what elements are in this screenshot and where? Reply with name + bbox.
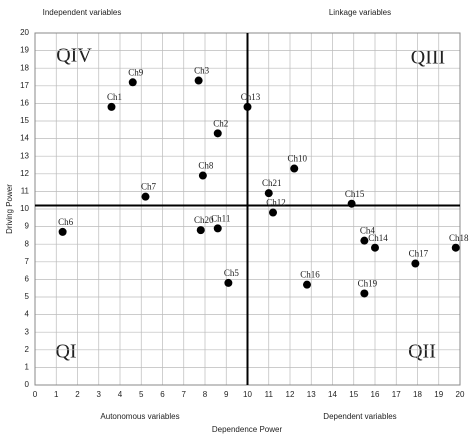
- y-tick-label: 4: [25, 310, 30, 319]
- point: [243, 102, 252, 111]
- point-label: Ch13: [241, 92, 261, 102]
- point-label: Ch20: [194, 215, 214, 225]
- x-tick-label: 4: [118, 390, 123, 399]
- point-label: Ch19: [358, 279, 378, 289]
- point: [303, 280, 311, 289]
- x-axis-label: Dependence Power: [212, 425, 283, 434]
- point-label: Ch4: [360, 226, 376, 236]
- point: [290, 164, 299, 173]
- point: [196, 226, 205, 235]
- y-tick-label: 10: [20, 204, 29, 213]
- x-tick-label: 5: [139, 390, 144, 399]
- point-label: Ch7: [141, 182, 157, 192]
- point: [371, 243, 379, 252]
- x-tick-label: 2: [75, 390, 80, 399]
- point-label: Ch9: [128, 67, 144, 77]
- point: [213, 224, 222, 233]
- x-tick-label: 6: [160, 390, 165, 399]
- x-tick-label: 1: [54, 390, 59, 399]
- point-label: Ch3: [194, 66, 210, 76]
- point-label: Ch2: [213, 118, 228, 128]
- point-label: Ch12: [266, 198, 286, 208]
- quadrant-label: QIV: [56, 45, 92, 67]
- point: [451, 243, 460, 252]
- y-tick-label: 20: [20, 28, 29, 37]
- point: [141, 192, 150, 201]
- point: [198, 171, 207, 180]
- y-tick-label: 17: [20, 81, 29, 90]
- x-tick-label: 15: [349, 390, 358, 399]
- point: [194, 76, 203, 85]
- x-tick-label: 12: [286, 390, 295, 399]
- point-label: Ch10: [287, 154, 307, 164]
- quadrant-label: QIII: [411, 47, 445, 69]
- x-tick-label: 8: [203, 390, 208, 399]
- point: [107, 102, 116, 111]
- quadrant-label: QII: [408, 341, 436, 363]
- quadrant-label: QI: [55, 341, 76, 363]
- x-tick-label: 10: [243, 390, 252, 399]
- x-tick-label: 20: [456, 390, 465, 399]
- x-tick-label: 0: [33, 390, 38, 399]
- y-tick-label: 5: [25, 292, 30, 301]
- y-tick-label: 18: [20, 63, 29, 72]
- y-tick-label: 1: [25, 363, 30, 372]
- corner-label: Autonomous variables: [100, 412, 179, 421]
- y-tick-label: 2: [25, 345, 30, 354]
- y-tick-label: 7: [25, 257, 30, 266]
- y-tick-label: 16: [20, 99, 29, 108]
- point: [58, 227, 67, 236]
- y-tick-label: 6: [25, 275, 30, 284]
- point: [264, 189, 273, 198]
- y-tick-label: 3: [25, 327, 30, 336]
- point-label: Ch15: [345, 189, 365, 199]
- x-tick-label: 18: [413, 390, 422, 399]
- point: [347, 199, 356, 208]
- point: [411, 259, 420, 268]
- x-tick-label: 19: [434, 390, 443, 399]
- point: [224, 278, 233, 287]
- point: [128, 78, 137, 87]
- y-tick-label: 13: [20, 151, 29, 160]
- y-tick-label: 19: [20, 46, 29, 55]
- point-label: Ch1: [107, 92, 122, 102]
- point-label: Ch5: [224, 268, 240, 278]
- x-tick-label: 13: [307, 390, 316, 399]
- point: [360, 236, 369, 245]
- x-tick-label: 9: [224, 390, 229, 399]
- y-tick-label: 12: [20, 169, 29, 178]
- y-tick-label: 9: [25, 222, 30, 231]
- point: [269, 208, 277, 217]
- y-tick-label: 11: [21, 187, 30, 196]
- y-tick-label: 0: [25, 380, 30, 389]
- point-label: Ch14: [368, 233, 388, 243]
- x-tick-label: 16: [371, 390, 380, 399]
- x-tick-label: 7: [182, 390, 187, 399]
- corner-label: Linkage variables: [329, 8, 391, 17]
- point-label: Ch18: [449, 233, 469, 243]
- y-tick-label: 14: [20, 134, 29, 143]
- point: [213, 129, 222, 138]
- y-axis-label: Driving Power: [5, 184, 14, 234]
- point-label: Ch16: [300, 270, 320, 280]
- y-tick-label: 15: [20, 116, 29, 125]
- corner-label: Independent variables: [43, 8, 122, 17]
- y-tick-label: 8: [25, 239, 30, 248]
- x-tick-label: 11: [265, 390, 274, 399]
- corner-label: Dependent variables: [323, 412, 396, 421]
- x-tick-label: 14: [328, 390, 337, 399]
- point: [360, 289, 369, 298]
- point-label: Ch6: [58, 217, 74, 227]
- x-tick-label: 17: [392, 390, 401, 399]
- point-label: Ch17: [409, 249, 429, 259]
- x-tick-label: 3: [97, 390, 102, 399]
- point-label: Ch21: [262, 178, 282, 188]
- point-label: Ch11: [211, 213, 230, 223]
- point-label: Ch8: [198, 161, 214, 171]
